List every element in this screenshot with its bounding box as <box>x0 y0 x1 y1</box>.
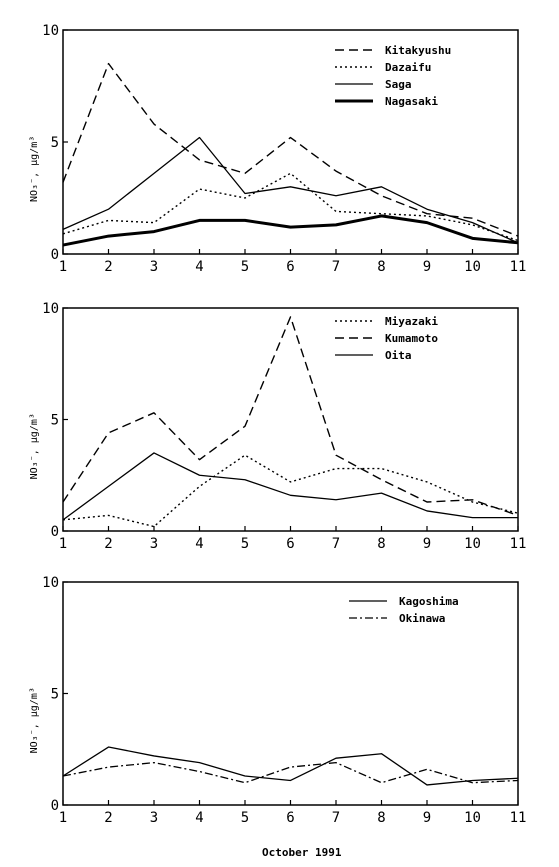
x-tick-label: 10 <box>464 259 481 275</box>
x-tick-label: 3 <box>150 259 158 275</box>
x-tick-label: 5 <box>241 810 249 826</box>
x-tick-label: 6 <box>286 810 294 826</box>
plot-frame <box>62 581 519 806</box>
series-line-miyazaki <box>62 454 519 528</box>
y-tick-label: 10 <box>42 23 59 39</box>
legend-label: Dazaifu <box>385 61 431 74</box>
x-tick-label: 11 <box>510 810 527 826</box>
x-tick-label: 2 <box>104 810 112 826</box>
legend-label: Miyazaki <box>385 315 438 328</box>
x-tick-label: 3 <box>150 536 158 552</box>
x-tick-label: 9 <box>423 810 431 826</box>
x-tick-label: 7 <box>332 810 340 826</box>
series-line-nagasaki <box>62 214 519 247</box>
chart-panel-1: 1 2 3 4 5 6 7 8 9 10 11 0 5 10 NO₃⁻, μg/m³ Kitakyushu Da… <box>29 23 526 275</box>
legend-label: Kumamoto <box>385 332 438 345</box>
series-line-oita <box>62 452 518 521</box>
x-tick-label: 7 <box>332 536 340 552</box>
x-tick-label: 10 <box>464 810 481 826</box>
x-tick-label: 11 <box>510 259 527 275</box>
series-line-kagoshima <box>62 746 519 786</box>
x-tick-label: 5 <box>241 259 249 275</box>
x-tick-label: 8 <box>377 536 385 552</box>
legend-label: Nagasaki <box>385 95 438 108</box>
y-axis-label: NO₃⁻, μg/m³ <box>29 413 40 479</box>
x-tick-label: 9 <box>423 536 431 552</box>
y-tick-label: 5 <box>51 135 59 151</box>
legend-label: Kagoshima <box>399 595 459 608</box>
legend-label: Saga <box>385 78 412 91</box>
y-tick-label: 5 <box>51 413 59 429</box>
x-tick-label: 4 <box>195 536 203 552</box>
x-tick-label: 1 <box>59 259 67 275</box>
series-line-kitakyushu <box>62 62 519 237</box>
legend-label: Oita <box>385 349 412 362</box>
x-tick-label: 5 <box>241 536 249 552</box>
x-tick-label: 6 <box>286 259 294 275</box>
chart-panel-2: 1 2 3 4 5 6 7 8 9 10 11 0 5 10 NO₃⁻, μg/m³ Miyazaki Kuma… <box>29 301 526 552</box>
x-tick-label: 1 <box>59 810 67 826</box>
x-tick-label: 8 <box>377 259 385 275</box>
y-tick-label: 0 <box>51 247 59 263</box>
x-tick-label: 4 <box>195 810 203 826</box>
chart-panel-3: 1 2 3 4 5 6 7 8 9 10 11 0 5 10 NO₃⁻, μg/m³ Kagoshima Oki… <box>29 575 526 826</box>
y-axis-label: NO₃⁻, μg/m³ <box>29 687 40 753</box>
y-tick-label: 5 <box>51 687 59 703</box>
y-tick-label: 10 <box>42 301 59 317</box>
y-tick-label: 10 <box>42 575 59 591</box>
y-axis-label: NO₃⁻, μg/m³ <box>29 136 40 202</box>
x-tick-label: 10 <box>464 536 481 552</box>
x-axis-caption: October 1991 <box>262 846 342 859</box>
legend-label: Okinawa <box>399 612 445 625</box>
x-tick-label: 6 <box>286 536 294 552</box>
plot-frame <box>62 307 519 532</box>
y-tick-label: 0 <box>51 524 59 540</box>
legend-label: Kitakyushu <box>385 44 451 57</box>
x-tick-label: 2 <box>104 259 112 275</box>
x-tick-label: 3 <box>150 810 158 826</box>
x-tick-label: 1 <box>59 536 67 552</box>
x-tick-label: 9 <box>423 259 431 275</box>
series-line-okinawa <box>62 761 519 784</box>
x-tick-label: 11 <box>510 536 527 552</box>
series-line-saga <box>62 136 519 244</box>
x-tick-label: 4 <box>195 259 203 275</box>
y-tick-label: 0 <box>51 798 59 814</box>
x-tick-label: 7 <box>332 259 340 275</box>
x-tick-label: 8 <box>377 810 385 826</box>
x-tick-label: 2 <box>104 536 112 552</box>
series-line-kumamoto <box>62 316 519 517</box>
